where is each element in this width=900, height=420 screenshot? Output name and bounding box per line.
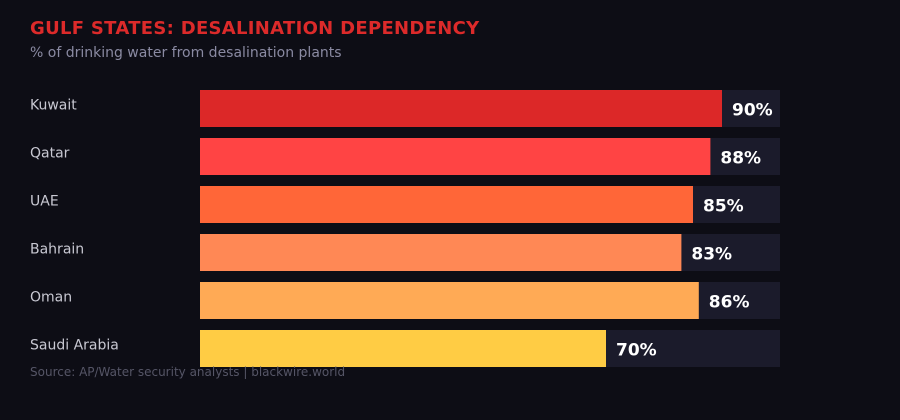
- bar: [200, 90, 722, 127]
- category-label: Oman: [30, 290, 72, 306]
- category-label: Qatar: [30, 146, 70, 162]
- bar: [200, 138, 711, 175]
- value-label: 83%: [691, 245, 732, 265]
- category-label: UAE: [30, 194, 59, 210]
- category-label: Kuwait: [30, 98, 77, 114]
- category-label: Bahrain: [30, 242, 84, 258]
- bar: [200, 234, 682, 271]
- chart-subtitle: % of drinking water from desalination pl…: [30, 45, 342, 61]
- value-label: 70%: [616, 341, 657, 361]
- source-note: Source: AP/Water security analysts | bla…: [30, 365, 346, 379]
- category-label: Saudi Arabia: [30, 338, 119, 354]
- chart-title: GULF STATES: DESALINATION DEPENDENCY: [30, 18, 480, 39]
- value-label: 90%: [732, 101, 773, 121]
- bar: [200, 186, 693, 223]
- value-label: 86%: [709, 293, 750, 313]
- value-label: 88%: [720, 149, 761, 169]
- bar: [200, 330, 606, 367]
- bar: [200, 282, 699, 319]
- value-label: 85%: [703, 197, 744, 217]
